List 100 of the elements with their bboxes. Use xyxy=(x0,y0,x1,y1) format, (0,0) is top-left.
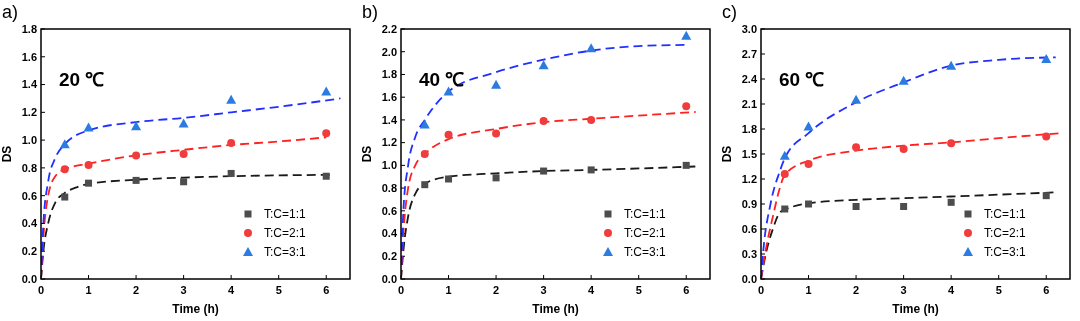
y-tick-label: 1.8 xyxy=(741,122,757,135)
y-tick-label: 0.2 xyxy=(381,250,397,263)
y-tick-label: 0.9 xyxy=(741,197,757,210)
point xyxy=(84,161,93,170)
point xyxy=(851,94,862,104)
point xyxy=(491,79,502,89)
legend-label: T:C=3:1 xyxy=(984,245,1027,260)
point xyxy=(180,178,188,186)
point xyxy=(587,115,596,124)
legend-label: T:C=1:1 xyxy=(624,207,667,222)
y-tick-label: 1.0 xyxy=(381,159,397,172)
y-tick-label: 0.6 xyxy=(381,204,397,217)
y-tick-label: 0.2 xyxy=(21,245,37,258)
point xyxy=(803,121,814,131)
legend-label: T:C=3:1 xyxy=(624,245,667,260)
point xyxy=(322,172,330,180)
x-axis-title: Time (h) xyxy=(172,302,219,316)
y-axis-title: DS xyxy=(0,145,14,163)
x-tick-label: 2 xyxy=(853,284,860,296)
y-tick-label: 1.4 xyxy=(381,113,398,126)
y-tick-label: 1.2 xyxy=(741,172,757,185)
point xyxy=(178,118,189,128)
x-tick-label: 6 xyxy=(1043,284,1050,296)
point xyxy=(540,167,548,175)
y-tick-label: 2.1 xyxy=(741,97,757,110)
point xyxy=(781,205,789,213)
x-tick-label: 4 xyxy=(228,284,236,296)
x-axis-title: Time (h) xyxy=(532,302,579,316)
point xyxy=(780,170,789,178)
point xyxy=(132,176,140,184)
point xyxy=(421,181,429,189)
legend-label: T:C=1:1 xyxy=(984,207,1027,222)
point xyxy=(1042,192,1050,200)
x-tick-label: 5 xyxy=(995,284,1002,296)
point xyxy=(852,143,861,152)
y-tick-label: 1.6 xyxy=(381,91,397,104)
point xyxy=(420,150,429,158)
x-tick-label: 3 xyxy=(900,284,907,296)
point xyxy=(226,94,237,104)
y-tick-label: 0.0 xyxy=(741,272,757,285)
point xyxy=(539,117,548,126)
x-tick-label: 0 xyxy=(397,284,405,296)
y-tick-label: 0.8 xyxy=(21,161,37,174)
x-tick-label: 1 xyxy=(805,284,812,296)
point xyxy=(947,198,955,206)
legend-label: T:C=2:1 xyxy=(264,226,307,241)
x-tick-label: 5 xyxy=(635,284,642,296)
point xyxy=(492,129,501,138)
y-tick-label: 2.7 xyxy=(741,47,757,60)
annotation: 40 ℃ xyxy=(419,68,465,90)
point xyxy=(538,60,549,70)
y-tick-label: 2.0 xyxy=(381,45,397,58)
point xyxy=(587,166,595,174)
x-tick-label: 6 xyxy=(683,284,690,296)
chart-title: a) xyxy=(2,2,19,22)
point xyxy=(59,139,70,149)
point xyxy=(1042,132,1051,141)
point xyxy=(779,150,790,160)
x-tick-label: 1 xyxy=(85,284,92,296)
x-tick-label: 4 xyxy=(948,284,956,296)
point xyxy=(900,203,908,210)
point xyxy=(85,179,93,187)
chart-title: b) xyxy=(362,2,379,22)
point xyxy=(898,75,909,85)
x-tick-label: 0 xyxy=(757,284,765,296)
y-tick-label: 2.4 xyxy=(741,72,758,85)
point xyxy=(179,150,188,158)
point xyxy=(852,203,860,210)
x-tick-label: 5 xyxy=(275,284,282,296)
point xyxy=(131,121,142,131)
point xyxy=(321,86,332,96)
x-tick-label: 6 xyxy=(323,284,330,296)
chart-title: c) xyxy=(722,2,737,22)
point xyxy=(492,174,500,182)
y-tick-label: 0.0 xyxy=(21,272,37,285)
x-tick-label: 3 xyxy=(540,284,547,296)
point xyxy=(227,138,236,147)
legend-label: T:C=1:1 xyxy=(264,207,307,222)
point xyxy=(445,175,453,183)
x-tick-label: 2 xyxy=(133,284,140,296)
y-tick-label: 1.8 xyxy=(381,68,397,81)
point xyxy=(83,122,94,132)
x-tick-label: 3 xyxy=(180,284,187,296)
y-tick-label: 1.8 xyxy=(21,22,37,35)
y-tick-label: 0.6 xyxy=(741,222,757,235)
y-tick-label: 1.2 xyxy=(381,136,397,149)
y-tick-label: 1.5 xyxy=(741,147,757,160)
y-tick-label: 3.0 xyxy=(741,22,757,35)
point xyxy=(805,200,813,208)
point xyxy=(946,60,957,70)
x-tick-label: 0 xyxy=(37,284,45,296)
point xyxy=(899,145,908,153)
y-tick-label: 0.6 xyxy=(21,189,37,202)
y-tick-label: 0.3 xyxy=(741,247,757,260)
y-axis-title: DS xyxy=(360,145,374,163)
legend-label: T:C=3:1 xyxy=(264,245,307,260)
x-tick-label: 4 xyxy=(588,284,596,296)
y-axis-title: DS xyxy=(720,145,734,163)
point xyxy=(444,130,453,139)
point xyxy=(61,193,69,201)
